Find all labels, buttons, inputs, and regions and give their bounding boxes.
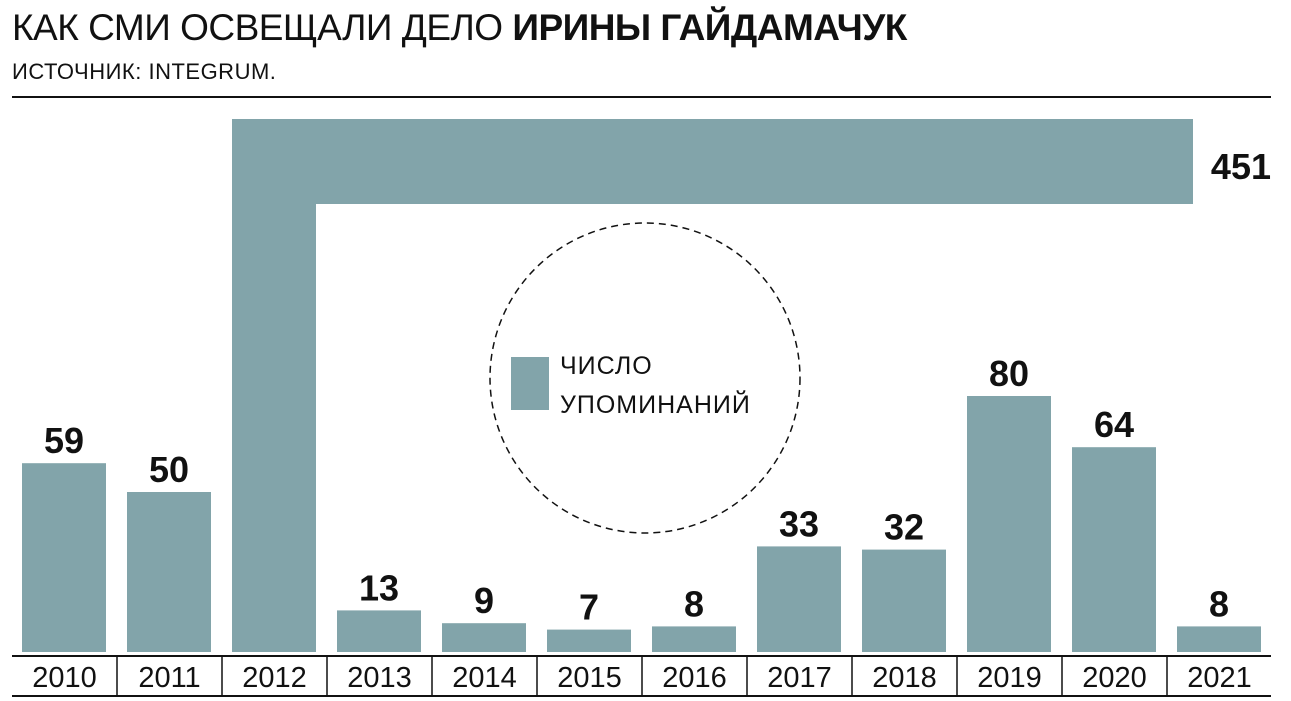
x-axis-ticks: 2010 2011 2012 2013 2014 2015 2016 2017 2018 2019… bbox=[32, 656, 1252, 696]
value-label-2017: 33 bbox=[779, 503, 819, 544]
bars-group bbox=[22, 119, 1261, 652]
x-tick-label-2013: 2013 bbox=[347, 662, 412, 694]
x-tick-label-2017: 2017 bbox=[767, 662, 832, 694]
x-tick-label-2014: 2014 bbox=[452, 662, 517, 694]
bar-2012 bbox=[232, 119, 1193, 652]
bar-2019 bbox=[967, 396, 1051, 652]
x-tick-label-2012: 2012 bbox=[242, 662, 307, 694]
x-tick-label-2011: 2011 bbox=[138, 662, 200, 694]
title-regular: КАК СМИ ОСВЕЩАЛИ ДЕЛО bbox=[12, 7, 513, 48]
value-label-2021: 8 bbox=[1209, 583, 1229, 624]
x-tick-label-2019: 2019 bbox=[977, 662, 1042, 694]
x-tick-label-2010: 2010 bbox=[32, 662, 97, 694]
value-label-2020: 64 bbox=[1094, 404, 1134, 445]
value-label-2014: 9 bbox=[474, 580, 494, 621]
page-title: КАК СМИ ОСВЕЩАЛИ ДЕЛО ИРИНЫ ГАЙДАМАЧУК bbox=[12, 6, 907, 50]
bar-2015 bbox=[547, 629, 631, 652]
value-label-2019: 80 bbox=[989, 353, 1029, 394]
bar-2011 bbox=[127, 492, 211, 652]
value-labels-group: 59 50 451 13 9 7 8 33 32 80 64 8 bbox=[44, 146, 1271, 628]
bar-2016 bbox=[652, 626, 736, 652]
value-label-2011: 50 bbox=[149, 449, 189, 490]
bar-2010 bbox=[22, 463, 106, 652]
bar-2017 bbox=[757, 546, 841, 652]
legend-swatch bbox=[511, 357, 549, 410]
value-label-2012: 451 bbox=[1211, 146, 1271, 187]
bar-2018 bbox=[862, 549, 946, 652]
bar-2014 bbox=[442, 623, 526, 652]
value-label-2016: 8 bbox=[684, 583, 704, 624]
bar-2021 bbox=[1177, 626, 1261, 652]
legend-label-line1: ЧИСЛО bbox=[560, 352, 653, 380]
x-tick-label-2021: 2021 bbox=[1187, 662, 1252, 694]
legend-dashed-circle bbox=[489, 222, 801, 534]
title-bold: ИРИНЫ ГАЙДАМАЧУК bbox=[512, 7, 907, 48]
x-tick-label-2015: 2015 bbox=[557, 662, 622, 694]
value-label-2010: 59 bbox=[44, 420, 84, 461]
legend: ЧИСЛО УПОМИНАНИЙ bbox=[489, 222, 801, 534]
source-subtitle: ИСТОЧНИК: INTEGRUM. bbox=[12, 59, 277, 84]
value-label-2015: 7 bbox=[579, 587, 599, 628]
legend-label-line2: УПОМИНАНИЙ bbox=[560, 389, 751, 419]
bar-2020 bbox=[1072, 447, 1156, 652]
value-label-2018: 32 bbox=[884, 507, 924, 548]
x-tick-label-2018: 2018 bbox=[872, 662, 937, 694]
x-tick-label-2020: 2020 bbox=[1082, 662, 1147, 694]
bar-2013 bbox=[337, 610, 421, 652]
value-label-2013: 13 bbox=[359, 567, 399, 608]
x-tick-label-2016: 2016 bbox=[662, 662, 727, 694]
